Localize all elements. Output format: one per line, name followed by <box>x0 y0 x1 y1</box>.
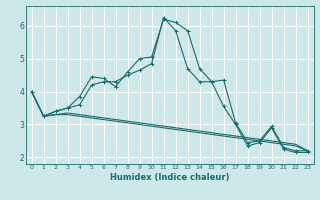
X-axis label: Humidex (Indice chaleur): Humidex (Indice chaleur) <box>110 173 229 182</box>
